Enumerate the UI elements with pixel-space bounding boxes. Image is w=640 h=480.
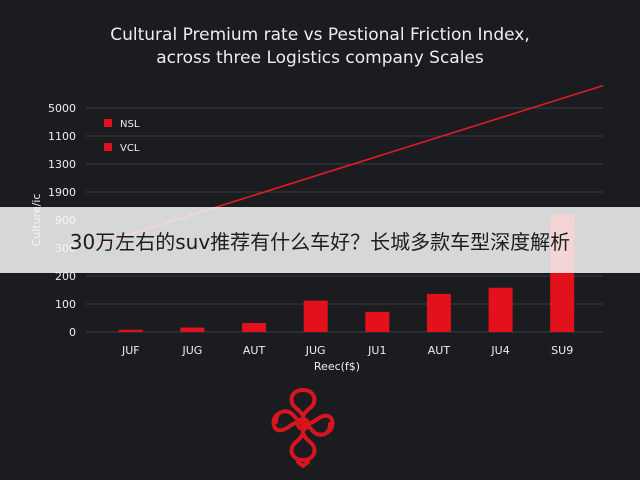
legend-label: NSL bbox=[120, 119, 140, 130]
bar bbox=[303, 300, 328, 332]
y-tick-label: 1900 bbox=[48, 186, 76, 199]
y-tick-label: 5000 bbox=[48, 102, 76, 115]
x-tick-label: AUT bbox=[428, 344, 451, 357]
x-tick-label: JU1 bbox=[367, 344, 386, 357]
x-tick-label: JU4 bbox=[490, 344, 509, 357]
bar bbox=[365, 311, 390, 332]
x-tick-label: JUG bbox=[305, 344, 326, 357]
bar bbox=[426, 293, 451, 332]
legend-swatch bbox=[104, 143, 112, 151]
overlay-banner: 30万左右的suv推荐有什么车好？长城多款车型深度解析 bbox=[0, 207, 640, 273]
y-tick-label: 100 bbox=[55, 298, 76, 311]
legend-label: VCL bbox=[120, 143, 140, 154]
y-tick-label: 0 bbox=[69, 326, 76, 339]
x-axis-label: Reec(f$) bbox=[314, 360, 360, 373]
chart-title-line-2: across three Logistics company Scales bbox=[156, 48, 484, 68]
y-tick-label: 1300 bbox=[48, 158, 76, 171]
knot-logo-icon bbox=[271, 388, 335, 468]
bar bbox=[118, 329, 143, 332]
legend-swatch bbox=[104, 119, 112, 127]
y-tick-label: 200 bbox=[55, 270, 76, 283]
bar bbox=[488, 287, 513, 332]
x-tick-label: SU9 bbox=[551, 344, 573, 357]
chart-title: Cultural Premium rate vs Pestional Frict… bbox=[0, 24, 640, 70]
x-tick-label: JUF bbox=[121, 344, 140, 357]
x-tick-label: AUT bbox=[243, 344, 266, 357]
x-tick-label: JUG bbox=[182, 344, 203, 357]
chart-title-line-1: Cultural Premium rate vs Pestional Frict… bbox=[110, 25, 530, 45]
bar bbox=[242, 323, 267, 332]
overlay-banner-text: 30万左右的suv推荐有什么车好？长城多款车型深度解析 bbox=[69, 229, 571, 254]
bar bbox=[180, 327, 205, 332]
y-tick-label: 1100 bbox=[48, 130, 76, 143]
